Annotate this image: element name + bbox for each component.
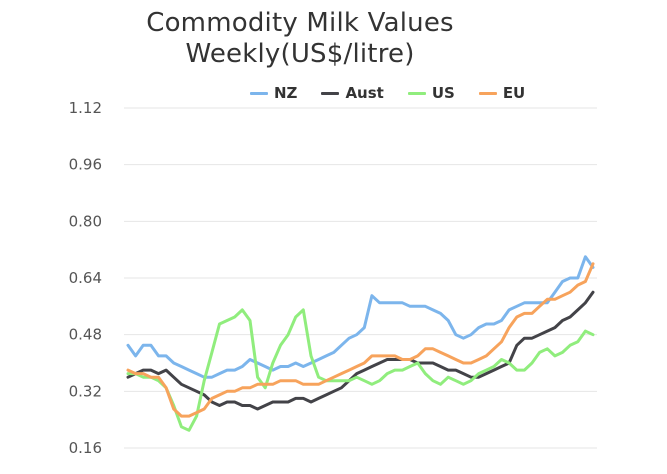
series-line-aust[interactable]	[126, 290, 595, 411]
chart-title-line2: Weekly(US$/litre)	[185, 39, 415, 69]
y-tick-label: 1.12	[69, 99, 102, 117]
series-line-nz[interactable]	[126, 255, 595, 379]
chart-legend: NZ Aust US EU	[250, 82, 525, 104]
legend-label: US	[431, 84, 455, 102]
legend-label: NZ	[274, 84, 298, 102]
legend-swatch	[407, 91, 426, 95]
y-tick-label: 0.80	[69, 212, 102, 230]
series-lines	[126, 255, 595, 432]
legend-label: EU	[502, 84, 526, 102]
y-tick-label: 0.48	[69, 326, 102, 344]
legend-swatch	[250, 91, 268, 95]
legend-swatch	[478, 91, 497, 95]
legend-item-aust[interactable]: Aust	[321, 84, 384, 102]
series-line-us[interactable]	[126, 308, 595, 432]
y-axis-labels: 1.12 0.96 0.80 0.64 0.48 0.32 0.16	[69, 99, 102, 457]
legend-swatch	[321, 91, 340, 95]
legend-label: Aust	[345, 84, 384, 102]
y-tick-label: 0.64	[69, 269, 102, 287]
y-tick-label: 0.32	[69, 382, 102, 400]
series-line-eu[interactable]	[126, 262, 595, 418]
y-tick-label: 0.16	[69, 439, 102, 457]
y-tick-label: 0.96	[69, 156, 102, 174]
chart-title-line1: Commodity Milk Values	[146, 8, 454, 38]
legend-item-eu[interactable]: EU	[478, 84, 526, 102]
legend-item-us[interactable]: US	[407, 84, 455, 102]
legend-item-nz[interactable]: NZ	[250, 84, 297, 102]
chart-title: Commodity Milk Values Weekly(US$/litre)	[100, 8, 500, 70]
grid-lines	[124, 107, 597, 449]
